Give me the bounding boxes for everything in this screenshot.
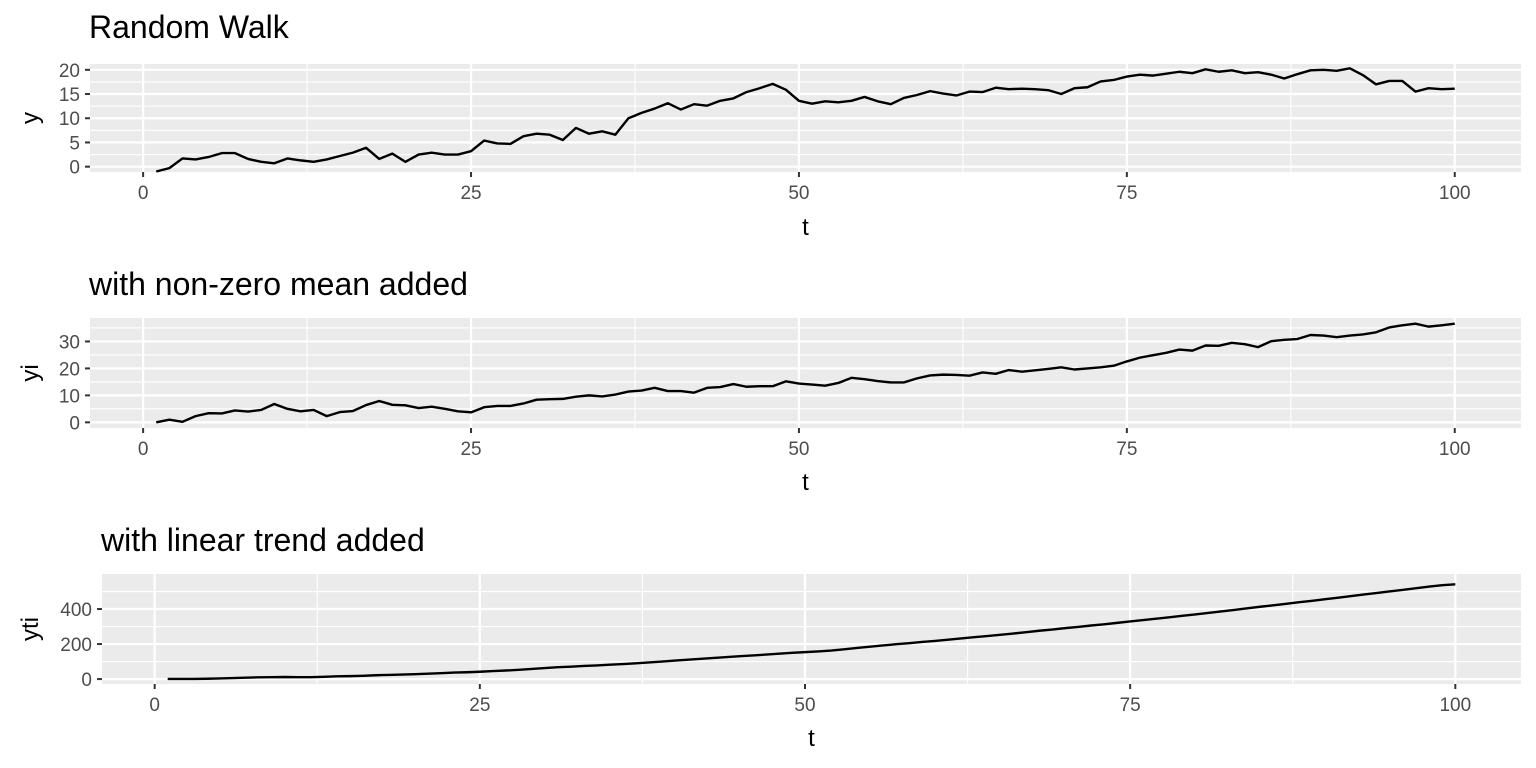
y-tick-label: 0 [69,413,80,434]
x-tick-label: 0 [138,183,149,204]
y-tick-label: 0 [69,158,80,179]
y-tick-label: 10 [59,109,80,130]
y-tick-label: 20 [59,61,80,82]
y-tick-label: 200 [60,635,92,656]
x-tick-label: 25 [460,183,481,204]
y-tick-label: 15 [59,85,80,106]
chart-title: with non-zero mean added [88,266,468,302]
x-axis-title: t [808,725,815,752]
x-tick-label: 75 [1116,439,1137,460]
panel-1: 0 25 50 75 100 0 5 10 15 20 Random Walk t y [17,9,1521,241]
x-tick-label: 100 [1439,183,1471,204]
panel-3: 0 25 50 75 100 0 200 400 with linear trend added… [17,522,1521,752]
x-tick-label: 100 [1439,439,1471,460]
x-tick-label: 100 [1439,695,1471,716]
series-line-1 [155,67,1455,173]
chart-title: Random Walk [89,9,290,45]
y-axis-title: yi [17,364,44,381]
x-tick-label: 75 [1116,183,1137,204]
x-tick-label: 25 [460,439,481,460]
x-tick-label: 0 [149,695,160,716]
y-axis-title: y [17,112,44,124]
y-tick-label: 20 [59,359,80,380]
panel-2: 0 25 50 75 100 0 10 20 30 with non-zero mean adde… [17,266,1521,496]
panel-background [102,574,1521,684]
y-tick-label: 10 [59,386,80,407]
y-tick-label: 400 [60,600,92,621]
y-tick-label: 30 [59,332,80,353]
y-axis-title: yti [17,617,44,641]
x-axis-title: t [802,214,809,241]
series-line-1 [167,583,1456,681]
x-tick-label: 75 [1120,695,1141,716]
x-tick-label: 50 [788,183,809,204]
x-tick-label: 0 [138,439,149,460]
y-tick-label: 5 [69,133,80,154]
x-axis-title: t [802,469,809,496]
panel-background [90,318,1521,428]
x-tick-label: 25 [469,695,490,716]
chart-title: with linear trend added [100,522,425,558]
y-tick-label: 0 [81,670,92,691]
series-line-1 [155,322,1455,424]
x-tick-label: 50 [794,695,815,716]
x-tick-label: 50 [788,439,809,460]
